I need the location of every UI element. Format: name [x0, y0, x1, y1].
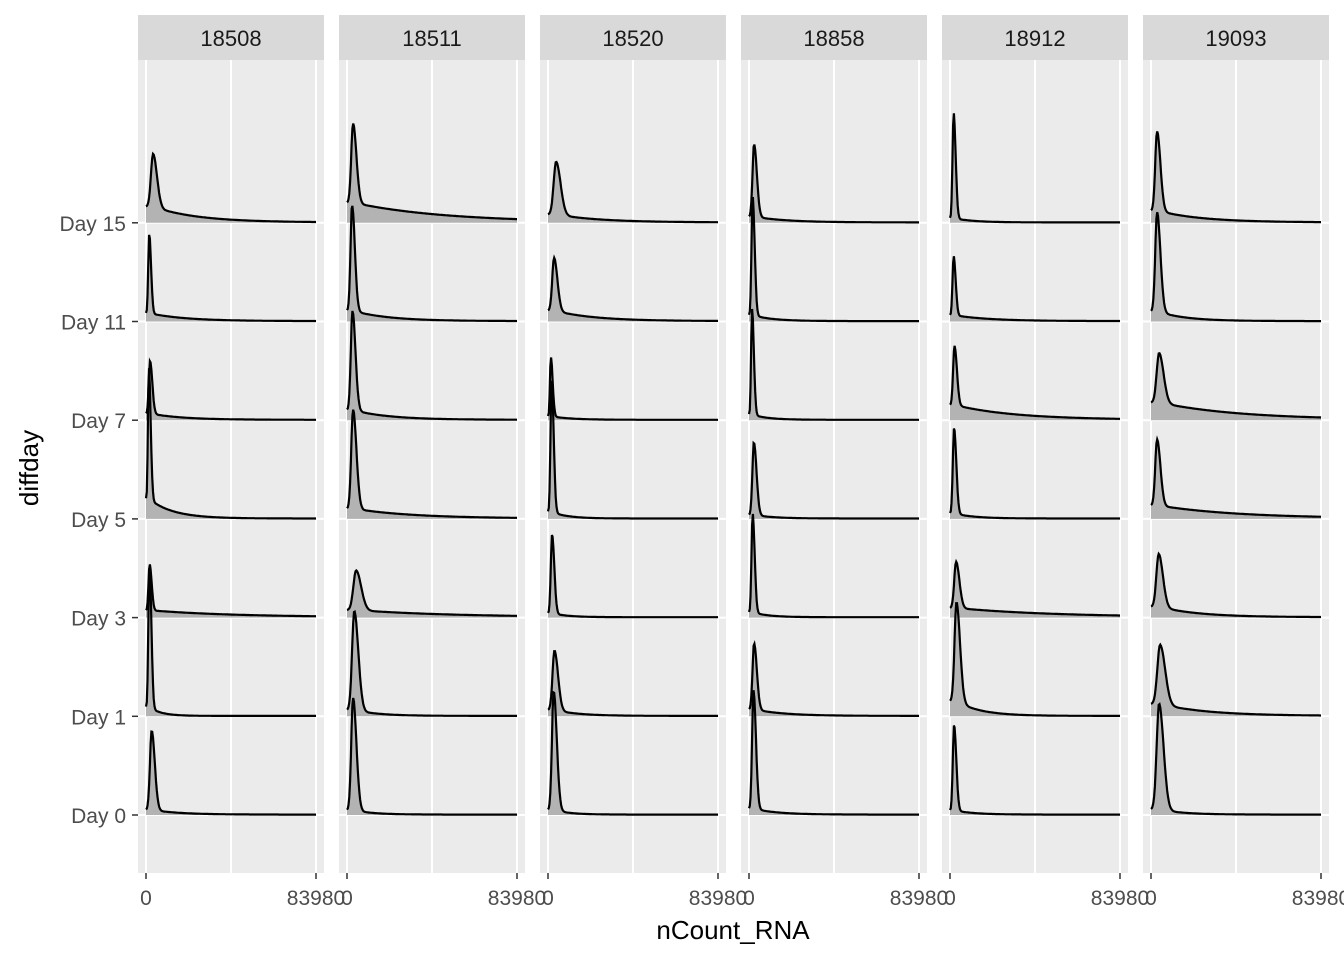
facet-strip-label: 18912 — [1004, 26, 1065, 51]
ridge-line — [145, 151, 316, 224]
ridge-fill — [347, 570, 517, 618]
x-tick-label: 83980 — [890, 887, 948, 910]
ridge-line — [1150, 352, 1322, 419]
ridge-line — [546, 380, 718, 520]
facet-strip — [339, 15, 525, 60]
ridge-fill — [1151, 644, 1321, 717]
facet-panel: 18912 — [942, 15, 1128, 873]
facet-panel: 18508 — [138, 15, 324, 873]
ridge-line — [1150, 551, 1321, 619]
ridge-fill — [548, 162, 718, 223]
y-tick-label: Day 0 — [71, 805, 126, 828]
ridge-line — [949, 256, 1120, 323]
ridge-line — [747, 197, 919, 323]
ridge-line — [748, 440, 919, 520]
ridge-line — [547, 534, 718, 619]
y-tick-label: Day 5 — [71, 509, 126, 532]
facet-strip — [1143, 15, 1329, 60]
x-tick-label: 0 — [140, 887, 152, 910]
facet-strip-label: 18511 — [402, 26, 462, 51]
ridge-fill — [347, 123, 517, 223]
ridge-line — [346, 568, 517, 617]
x-tick-label: 83980 — [1292, 887, 1344, 910]
x-tick-label: 83980 — [488, 887, 546, 910]
ridge-line — [948, 428, 1120, 520]
ridge-line — [747, 513, 919, 619]
ridge-line — [747, 690, 919, 816]
ridge-line — [748, 144, 919, 224]
ridge-line — [1150, 131, 1321, 224]
ridge-line — [948, 725, 1120, 816]
ridge-fill — [146, 153, 316, 223]
ridge-line — [748, 639, 919, 717]
x-tick-label: 83980 — [1091, 887, 1149, 910]
ridge-line — [949, 602, 1120, 717]
ridge-line — [949, 345, 1120, 420]
ridge-line — [1150, 435, 1322, 518]
facet-panel: 18520 — [540, 15, 726, 873]
x-tick-label: 83980 — [689, 887, 747, 910]
y-tick-label: Day 11 — [61, 312, 126, 335]
ridge-fill — [548, 257, 718, 322]
x-tick-label: 0 — [1145, 887, 1157, 910]
ridge-line — [145, 357, 316, 421]
facet-strip-label: 18858 — [803, 26, 864, 51]
facet-strip-label: 18508 — [200, 26, 261, 51]
ridge-line — [144, 234, 316, 323]
ridge-line — [346, 310, 517, 421]
ridge-line — [547, 690, 718, 816]
ridge-fill — [950, 561, 1120, 618]
facet-strip — [741, 15, 927, 60]
x-tick-label: 0 — [341, 887, 353, 910]
ridge-line — [145, 564, 316, 618]
ridge-line — [1150, 642, 1321, 717]
ridge-line — [1150, 212, 1321, 323]
facet-strip — [942, 15, 1128, 60]
x-tick-label: 0 — [743, 887, 755, 910]
ridge-line — [547, 254, 718, 322]
ridge-line — [1150, 702, 1321, 816]
ridge-line — [346, 205, 517, 323]
facet-panel: 19093 — [1143, 15, 1329, 873]
ridge-fill — [950, 345, 1120, 421]
x-tick-label: 0 — [542, 887, 554, 910]
ridge-line — [346, 409, 517, 519]
ridge-line — [144, 565, 316, 717]
facet-panels: 18508 18511 18520 18858 18912 19093 — [138, 15, 1329, 873]
x-axis: 083980083980083980083980083980083980 — [140, 873, 1344, 910]
facet-strip-label: 19093 — [1205, 26, 1266, 51]
facet-strip — [540, 15, 726, 60]
ridge-line — [948, 113, 1120, 224]
ridge-line — [546, 357, 718, 421]
ridge-line — [547, 650, 718, 717]
facet-panel: 18511 — [339, 15, 525, 873]
ridge-line — [346, 123, 517, 221]
x-tick-label: 0 — [944, 887, 956, 910]
y-tick-label: Day 15 — [59, 213, 126, 236]
facet-strip — [138, 15, 324, 60]
ridge-fill — [1151, 439, 1321, 519]
ridge-fill — [1151, 553, 1321, 618]
ridge-line — [747, 308, 919, 421]
ridge-line — [346, 609, 517, 717]
facet-strip-label: 18520 — [602, 26, 663, 51]
y-tick-label: Day 7 — [71, 410, 126, 433]
y-tick-label: Day 3 — [71, 608, 126, 631]
facet-panel: 18858 — [741, 15, 927, 873]
ridge-line — [949, 558, 1120, 617]
x-axis-title: nCount_RNA — [656, 915, 810, 945]
ridge-line — [144, 368, 316, 520]
x-tick-label: 83980 — [287, 887, 345, 910]
ridge-line — [547, 160, 718, 224]
ridge-fill — [1151, 353, 1321, 421]
y-axis: Day 0 Day 1 Day 3 Day 5 Day 7 Day 11 Day 15 — [59, 213, 138, 828]
ridge-line — [145, 730, 316, 816]
y-tick-label: Day 1 — [71, 706, 126, 729]
ridge-fill — [1151, 704, 1321, 815]
ridge-line — [346, 697, 517, 816]
y-axis-title: diffday — [14, 430, 44, 506]
